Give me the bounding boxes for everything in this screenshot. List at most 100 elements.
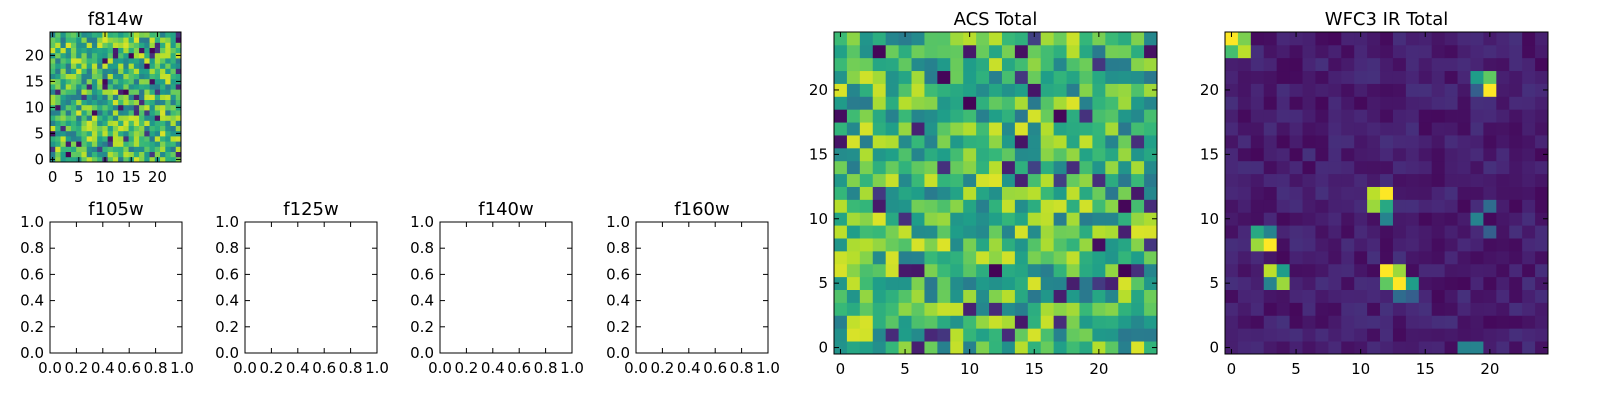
heatmap-cell xyxy=(165,156,171,163)
heatmap-cell xyxy=(91,37,98,43)
heatmap-cell xyxy=(1496,315,1510,329)
heatmap-cell xyxy=(144,47,150,54)
heatmap-cell xyxy=(76,84,82,90)
heatmap-cell xyxy=(1444,70,1458,84)
heatmap-cell xyxy=(924,250,938,265)
heatmap-cell xyxy=(834,250,848,265)
heatmap-cell xyxy=(911,57,925,72)
heatmap-cell xyxy=(1444,44,1458,59)
heatmap-cell xyxy=(1250,315,1265,329)
heatmap-cell xyxy=(112,47,119,54)
heatmap-cell xyxy=(1354,147,1368,162)
heatmap-cell xyxy=(55,73,61,80)
y-tick-label: 10 xyxy=(1200,210,1219,228)
heatmap-cell xyxy=(1418,263,1433,278)
heatmap-cell xyxy=(937,263,951,278)
heatmap-cell xyxy=(1105,160,1119,175)
heatmap-cell xyxy=(911,147,925,162)
heatmap-cell xyxy=(107,156,114,163)
heatmap-cell xyxy=(118,89,124,95)
heatmap-cell xyxy=(898,70,912,84)
heatmap-cell xyxy=(50,151,56,158)
heatmap-cell xyxy=(1144,83,1158,97)
heatmap-cell xyxy=(128,58,135,64)
heatmap-cell xyxy=(50,63,56,69)
heatmap-cell xyxy=(60,146,67,152)
heatmap-cell xyxy=(1535,147,1549,162)
heatmap-cell xyxy=(1509,122,1523,136)
heatmap-cell xyxy=(154,94,161,100)
heatmap-cell xyxy=(1522,212,1536,226)
heatmap-cell xyxy=(107,52,114,59)
heatmap-cell xyxy=(107,89,114,95)
heatmap-cell xyxy=(91,125,98,132)
heatmap-cell xyxy=(911,109,925,123)
heatmap-cell xyxy=(60,58,67,64)
heatmap-cell xyxy=(112,125,119,132)
y-tick-label: 0.0 xyxy=(20,344,44,362)
heatmap-cell xyxy=(1470,160,1484,175)
heatmap-cell xyxy=(1444,199,1458,213)
heatmap-cell xyxy=(911,173,925,187)
heatmap-cell xyxy=(1535,160,1549,175)
heatmap-cell xyxy=(86,115,93,121)
heatmap-cell xyxy=(1250,302,1265,316)
heatmap-cell xyxy=(963,328,977,342)
heatmap-cell xyxy=(107,68,114,74)
heatmap-cell xyxy=(1092,96,1106,110)
heatmap-cell xyxy=(65,89,72,95)
heatmap-cell xyxy=(1328,289,1342,303)
heatmap-cell xyxy=(1001,96,1016,110)
heatmap-cell xyxy=(91,32,98,38)
heatmap-cell xyxy=(1496,147,1510,162)
heatmap-cell xyxy=(846,341,861,355)
heatmap-cell xyxy=(1237,32,1252,46)
heatmap-cell xyxy=(950,186,964,200)
heatmap-cell xyxy=(976,289,990,303)
heatmap-cell xyxy=(1496,109,1510,123)
heatmap-cell xyxy=(1105,315,1119,329)
heatmap-cell xyxy=(1367,32,1381,46)
heatmap-cell xyxy=(1457,302,1471,316)
heatmap-cell xyxy=(175,94,182,100)
heatmap-cell xyxy=(1027,160,1042,175)
heatmap-cell xyxy=(1367,135,1381,149)
heatmap-cell xyxy=(102,115,109,121)
heatmap-cell xyxy=(91,58,98,64)
heatmap-cell xyxy=(1289,44,1303,59)
heatmap-cell xyxy=(1392,135,1407,149)
heatmap-cell xyxy=(149,120,156,126)
heatmap-cell xyxy=(70,78,77,85)
heatmap-cell xyxy=(144,99,150,106)
heatmap-cell xyxy=(1092,199,1106,213)
heatmap-cell xyxy=(1470,44,1484,59)
heatmap-cell xyxy=(1105,302,1119,316)
heatmap-cell xyxy=(1444,328,1458,342)
heatmap-cell xyxy=(1367,328,1381,342)
heatmap-cell xyxy=(81,141,88,147)
heatmap-cell xyxy=(1237,109,1252,123)
heatmap-cell xyxy=(1079,250,1093,265)
heatmap-cell xyxy=(950,70,964,84)
heatmap-cell xyxy=(950,96,964,110)
heatmap-cell xyxy=(963,212,977,226)
heatmap-cell xyxy=(1392,276,1407,290)
heatmap-cell xyxy=(1118,328,1132,342)
heatmap-cell xyxy=(91,136,98,142)
heatmap-cell xyxy=(1509,238,1523,252)
heatmap-cell xyxy=(1367,96,1381,110)
y-tick-label: 0.8 xyxy=(606,239,630,257)
heatmap-cell xyxy=(1302,238,1316,252)
heatmap-cell xyxy=(107,120,114,126)
heatmap-cell xyxy=(139,73,145,80)
heatmap-cell xyxy=(924,186,938,200)
heatmap-cell xyxy=(102,104,109,111)
heatmap-cell xyxy=(1354,212,1368,226)
heatmap-cell xyxy=(1470,135,1484,149)
heatmap-cell xyxy=(1105,57,1119,72)
heatmap-cell xyxy=(165,89,171,95)
x-tick-label: 0.2 xyxy=(259,359,283,377)
heatmap-cell xyxy=(1380,199,1394,213)
heatmap-cell xyxy=(1289,32,1303,46)
heatmap-cell xyxy=(86,63,93,69)
